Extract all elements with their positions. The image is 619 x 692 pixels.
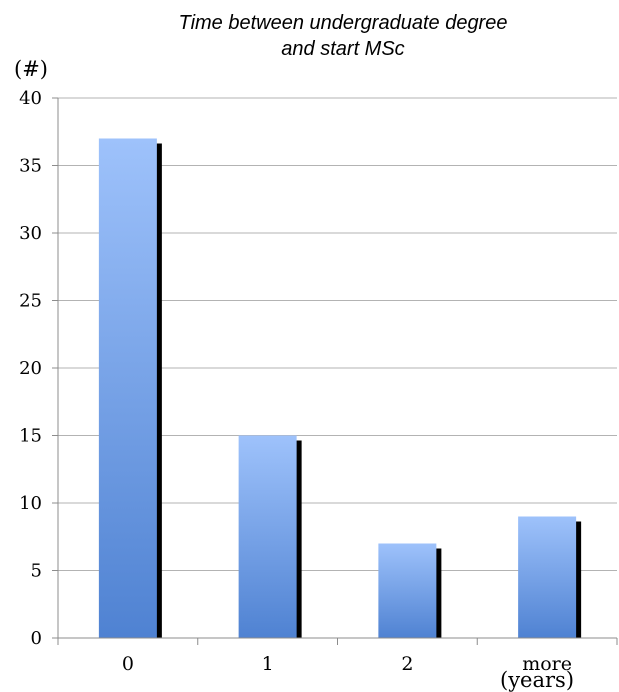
chart-title-line-2: and start MSc: [281, 38, 404, 60]
y-axis-label: (#): [14, 57, 48, 81]
bar-2: [378, 543, 437, 638]
x-tick-label: 0: [122, 653, 134, 675]
bars: [98, 138, 582, 638]
x-tick-labels: 0 1 2 more: [122, 653, 572, 675]
axes: [52, 97, 618, 645]
y-tick-label: 40: [19, 88, 42, 109]
bar-1: [238, 435, 297, 638]
y-tick-label: 15: [19, 426, 42, 447]
x-tick-label: more: [522, 653, 572, 675]
x-tick-label: 2: [401, 653, 413, 675]
y-tick-label: 10: [19, 493, 42, 514]
y-tick-label: 0: [31, 628, 42, 649]
y-tick-labels: 0 5 10 15 20 25 30 35 40: [19, 88, 42, 649]
x-tick-label: 1: [262, 653, 274, 675]
y-tick-label: 35: [19, 156, 42, 177]
y-tick-label: 30: [19, 223, 42, 244]
y-tick-label: 25: [19, 291, 42, 312]
bar-0: [98, 138, 157, 638]
chart-title-line-1: Time between undergraduate degree: [179, 12, 508, 34]
x-axis-label: (years): [500, 668, 574, 692]
y-tick-label: 5: [31, 561, 42, 582]
y-tick-label: 20: [19, 358, 42, 379]
bar-more: [518, 516, 577, 638]
